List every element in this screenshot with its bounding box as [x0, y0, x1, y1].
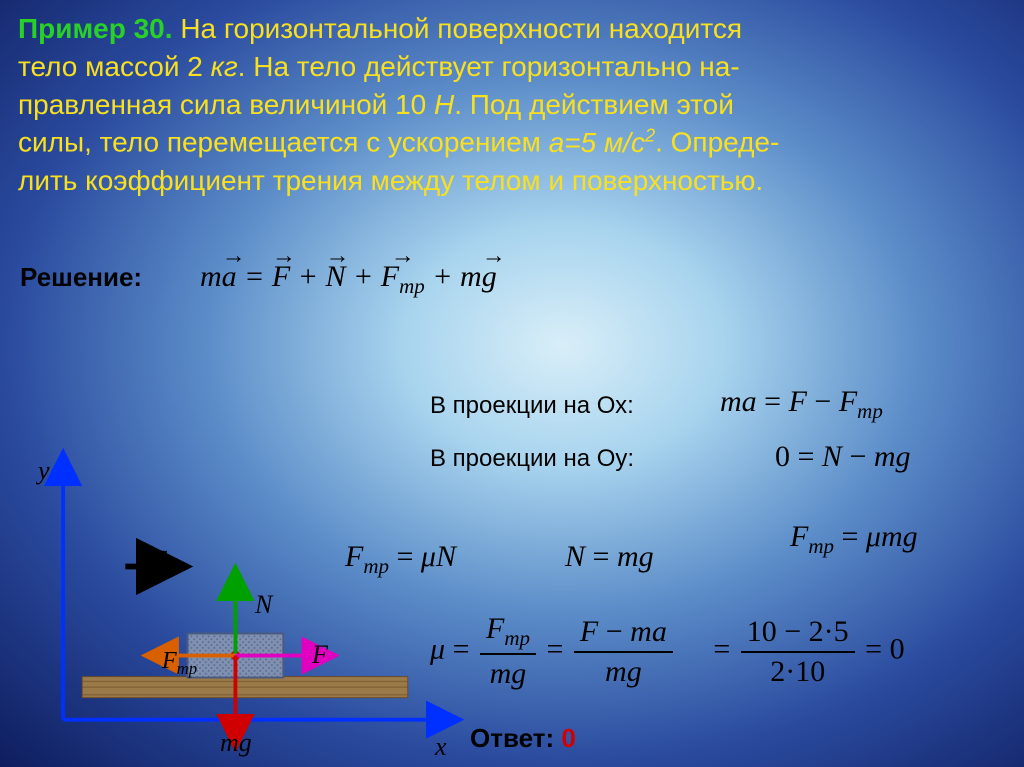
- eq-mu-chain: μ = Fтр mg = F − ma mg = 10 − 2·5 2·10 =…: [430, 612, 905, 691]
- ground: [82, 677, 408, 698]
- label-Ftr: Fтр: [162, 648, 197, 679]
- force-diagram: [20, 440, 470, 760]
- eq-ftr-mumg: Fтр = μmg: [790, 520, 918, 559]
- eq-n-mg: N = mg: [565, 540, 654, 574]
- problem-text: Пример 30. На горизонтальной поверхности…: [0, 0, 1024, 199]
- label-mg: mg: [220, 728, 252, 758]
- label-x: x: [435, 732, 447, 762]
- example-label: Пример 30.: [18, 13, 173, 44]
- eq-newton-vector: ma = F + N + Fтр + mg: [200, 260, 497, 299]
- label-F: F: [312, 640, 328, 670]
- answer: Ответ: 0: [470, 723, 576, 754]
- label-a: a: [155, 540, 168, 570]
- eq-ox: ma = F − Fтр: [720, 385, 883, 424]
- label-N: N: [255, 590, 272, 620]
- eq-oy: 0 = N − mg: [775, 440, 911, 474]
- proj-ox-label: В проекции на Ох:: [430, 392, 634, 420]
- solution-label: Решение:: [20, 262, 142, 293]
- label-y: y: [38, 456, 50, 486]
